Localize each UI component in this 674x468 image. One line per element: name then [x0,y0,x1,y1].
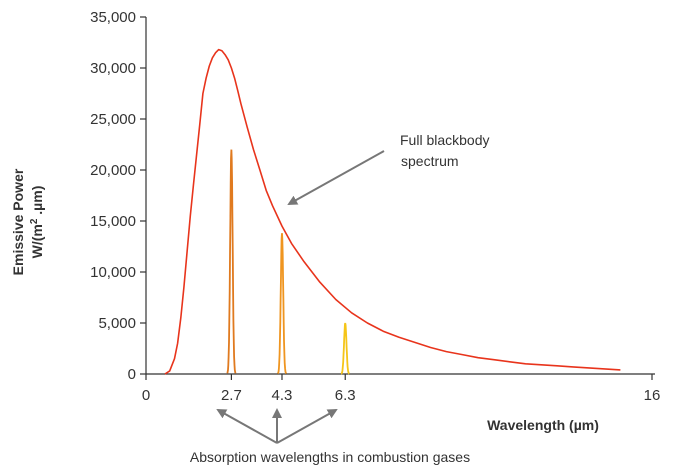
x-ticks: 0 2.7 4.3 6.3 16 [142,374,661,404]
y-axis-units-suffix: .µm) [29,186,45,219]
absorption-arrow-right [276,409,338,444]
absorption-peak [226,149,237,374]
x-axis-title: Wavelength (µm) [487,417,599,433]
annotation-blackbody-arrow [287,150,385,205]
x-tick-label: 6.3 [335,387,356,404]
y-tick-label: 0 [128,366,136,383]
y-tick-label: 30,000 [90,60,136,77]
y-tick-label: 5,000 [98,315,136,332]
y-ticks: 0 5,000 10,000 15,000 20,000 25,000 30,000 35,0… [90,9,146,383]
y-axis-units-superscript: 2 [29,218,40,224]
y-tick-label: 25,000 [90,111,136,128]
y-tick-label: 20,000 [90,162,136,179]
x-tick-label: 0 [142,387,150,404]
absorption-peak [340,322,350,375]
y-axis-title: Emissive Power [10,168,26,275]
plot-area [164,48,621,375]
y-tick-label: 35,000 [90,9,136,26]
absorption-arrow-left [216,409,278,444]
y-tick-label: 10,000 [90,264,136,281]
blackbody-curve [164,48,621,375]
annotation-blackbody-line1: Full blackbody [400,132,490,148]
y-axis-title-units: W/(m2 .µm) [29,186,45,259]
annotation-blackbody-line2: spectrum [401,153,459,169]
absorption-peak [277,233,287,374]
x-tick-label: 16 [644,387,661,404]
x-tick-label: 4.3 [272,387,293,404]
x-tick-label: 2.7 [221,387,242,404]
y-axis-units-prefix: W/(m [29,224,45,258]
y-tick-label: 15,000 [90,213,136,230]
absorption-caption: Absorption wavelengths in combustion gas… [190,449,470,465]
